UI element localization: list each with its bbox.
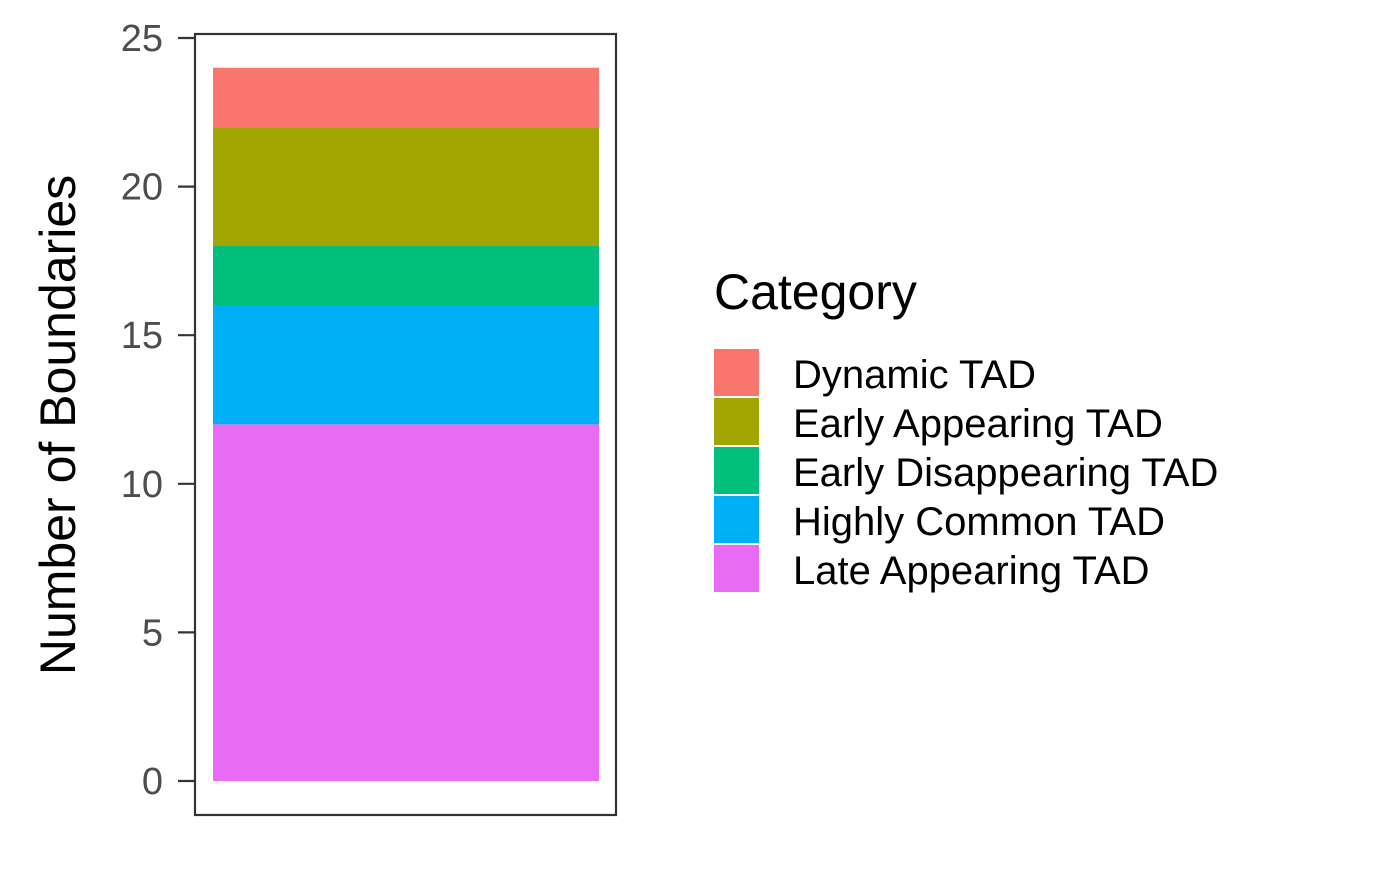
bars-layer	[213, 67, 599, 781]
legend-key	[714, 545, 759, 592]
bar-segment-early-appearing-tad	[213, 127, 599, 247]
y-tick-label: 20	[121, 167, 163, 209]
bar-segment-late-appearing-tad	[213, 424, 599, 781]
y-tick-label: 5	[142, 612, 163, 654]
legend-label: Highly Common TAD	[793, 500, 1165, 544]
y-tick-label: 15	[121, 315, 163, 357]
y-tick-label: 0	[142, 761, 163, 803]
legend-key	[714, 398, 759, 445]
legend-title: Category	[714, 264, 917, 320]
legend-label: Early Disappearing TAD	[793, 451, 1218, 495]
y-tick-label: 10	[121, 464, 163, 506]
legend-label: Late Appearing TAD	[793, 549, 1150, 593]
bar-segment-early-disappearing-tad	[213, 246, 599, 306]
bar-segment-highly-common-tad	[213, 305, 599, 425]
legend: Category Dynamic TAD Early Appearing TAD E…	[714, 264, 1218, 593]
legend-key	[714, 447, 759, 494]
legend-key	[714, 349, 759, 396]
panel-border	[193, 32, 618, 817]
y-axis-title: Number of Boundaries	[30, 175, 86, 675]
bar-segment-dynamic-tad	[213, 67, 599, 128]
y-tick-label: 25	[121, 18, 163, 60]
legend-key	[714, 496, 759, 543]
y-axis: 0 5 10 15 20 25	[121, 18, 195, 803]
legend-items: Dynamic TAD Early Appearing TAD Early Disa…	[714, 349, 1218, 593]
legend-label: Early Appearing TAD	[793, 402, 1163, 446]
legend-label: Dynamic TAD	[793, 353, 1036, 397]
